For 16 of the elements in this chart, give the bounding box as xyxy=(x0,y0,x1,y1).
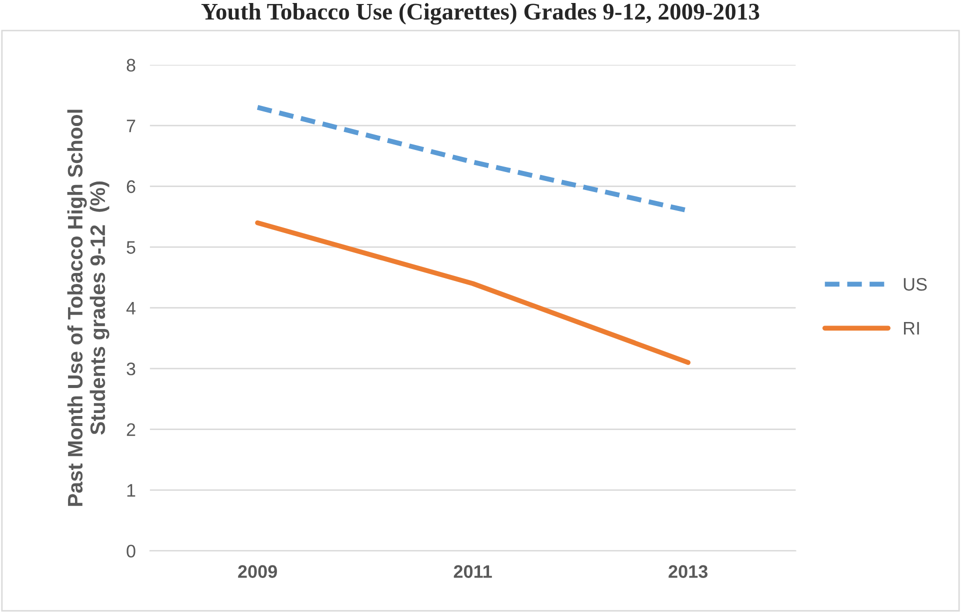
chart-title: Youth Tobacco Use (Cigarettes) Grades 9-12, 2009-2013 xyxy=(201,3,760,25)
y-tick-label: 0 xyxy=(126,544,136,558)
y-axis-title: Past Month Use of Tobacco High School Students grades 9-12 (%) xyxy=(67,110,110,506)
legend-label: US xyxy=(904,278,927,291)
y-tick-label: 6 xyxy=(126,180,136,194)
legend-label: RI xyxy=(904,322,919,334)
y-tick-label: 1 xyxy=(127,484,136,497)
y-tick-label: 4 xyxy=(126,302,136,314)
y-tick-label: 8 xyxy=(126,58,136,72)
y-tick-label: 5 xyxy=(126,241,136,254)
y-tick-label: 2 xyxy=(126,423,136,436)
y-tick-label: 3 xyxy=(126,362,136,376)
x-tick-label: 2013 xyxy=(668,565,708,578)
x-tick-label: 2011 xyxy=(454,565,492,578)
y-tick-label: 7 xyxy=(126,120,136,132)
x-tick-label: 2009 xyxy=(238,565,277,578)
